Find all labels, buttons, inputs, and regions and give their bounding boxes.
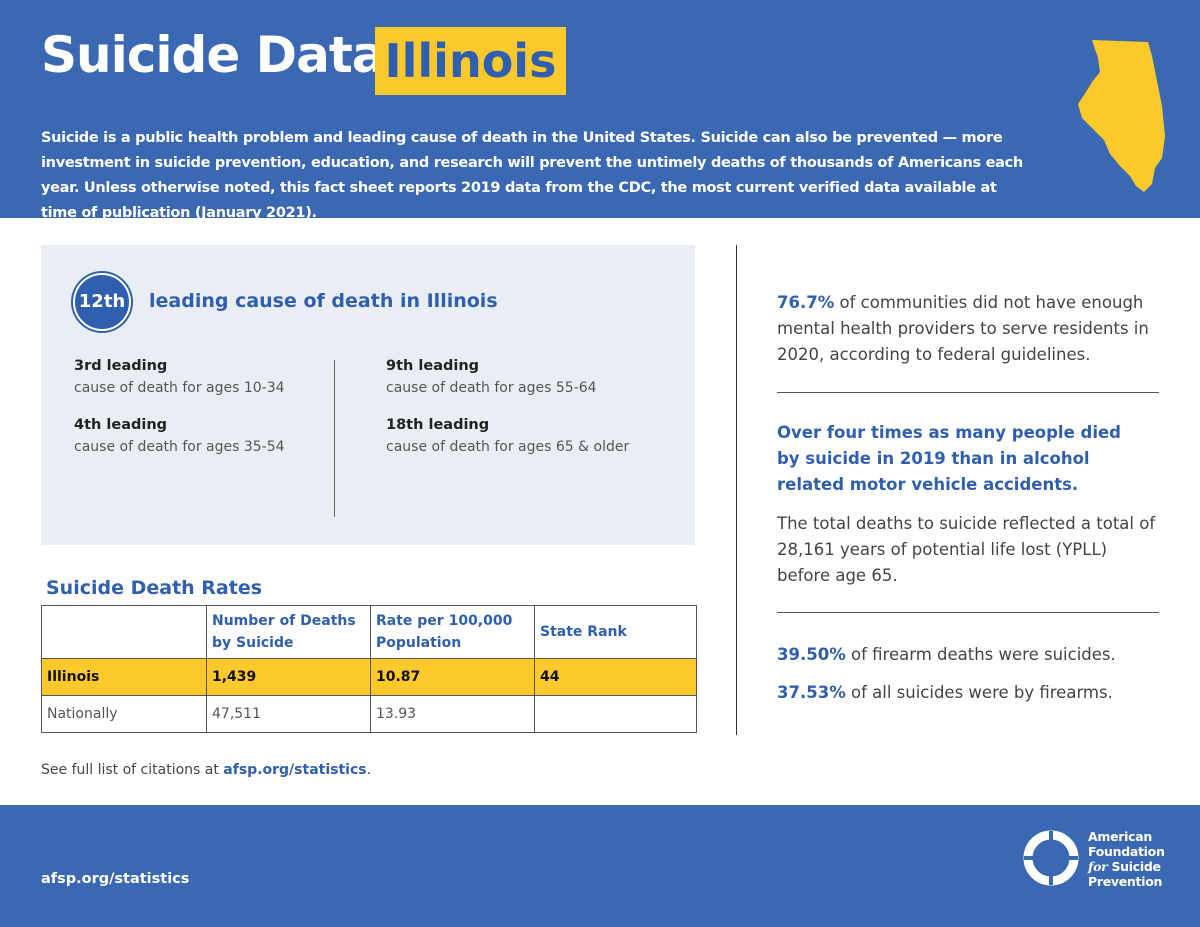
rank-text: cause of death for ages 35-54 (74, 439, 285, 455)
state-label: Illinois (375, 27, 566, 95)
rank-badge: 12th (73, 273, 131, 331)
rank-text: cause of death for ages 55-64 (386, 380, 597, 396)
citation-text: See full list of citations at (41, 762, 219, 778)
footer-url[interactable]: afsp.org/statistics (41, 871, 190, 887)
rank-text: cause of death for ages 10-34 (74, 380, 285, 396)
cell: Illinois (41, 658, 207, 696)
stat-text: of communities did not have enough menta… (777, 293, 1149, 364)
citation-end: . (366, 762, 372, 778)
table-title: Suicide Death Rates (46, 577, 263, 599)
rank-box (41, 245, 695, 545)
stat-headline: Over four times as many people died by s… (777, 423, 1121, 494)
stat-text: of all suicides were by firearms. (850, 683, 1113, 702)
header-cell: State Rank (534, 605, 697, 659)
rule (777, 392, 1159, 393)
cell: 47,511 (206, 695, 371, 733)
citation: See full list of citations at afsp.org/s… (41, 762, 371, 778)
rank-item: 9th leading cause of death for ages 55-64 (386, 358, 597, 396)
cell: Nationally (41, 695, 207, 733)
stat: 76.7% of communities did not have enough… (777, 290, 1161, 368)
stat-highlight: 37.53% (777, 683, 846, 702)
rank-headline: leading cause of death in Illinois (149, 290, 498, 312)
citation-link[interactable]: afsp.org/statistics (223, 762, 367, 778)
divider (736, 245, 737, 735)
row: Illinois 1,439 10.87 44 (41, 658, 697, 696)
divider (334, 360, 335, 517)
cell: 10.87 (370, 658, 535, 696)
cell (534, 695, 697, 733)
footer (0, 805, 1200, 927)
header (0, 0, 1200, 218)
cell: 13.93 (370, 695, 535, 733)
rates-table: Number of Deaths by Suicide Rate per 100… (41, 605, 697, 733)
rank-label: 4th leading (74, 417, 168, 433)
rank-item: 4th leading cause of death for ages 35-54 (74, 417, 285, 455)
row: Nationally 47,511 13.93 (41, 695, 697, 733)
org-line: Suicide (1111, 859, 1161, 874)
stat-text: of firearm deaths were suicides. (850, 645, 1116, 664)
org-name: American Foundation for Suicide Preventi… (1088, 829, 1165, 889)
logo (1023, 830, 1079, 886)
stat: 39.50% of firearm deaths were suicides. (777, 642, 1161, 668)
org-line: Prevention (1088, 874, 1163, 889)
rank-label: 18th leading (386, 417, 490, 433)
header-cell: Number of Deaths by Suicide (206, 605, 371, 659)
rank-text: cause of death for ages 65 & older (386, 439, 630, 455)
rank-label: 9th leading (386, 358, 480, 374)
rule (777, 612, 1159, 613)
header-cell (41, 605, 207, 659)
org-line: American (1088, 829, 1152, 844)
rank-item: 3rd leading cause of death for ages 10-34 (74, 358, 285, 396)
org-line: Foundation (1088, 844, 1165, 859)
stat: 37.53% of all suicides were by firearms. (777, 680, 1161, 706)
stat-highlight: 76.7% (777, 293, 835, 312)
org-line: for (1088, 859, 1108, 874)
rank-label: 3rd leading (74, 358, 168, 374)
stat-highlight: 39.50% (777, 645, 846, 664)
stat-text: The total deaths to suicide reflected a … (777, 514, 1156, 585)
header-cell: Rate per 100,000 Population (370, 605, 535, 659)
title: Suicide Data: (41, 26, 405, 84)
state-map (1078, 40, 1165, 192)
cell: 1,439 (206, 658, 371, 696)
intro: Suicide is a public health problem and l… (41, 130, 1023, 221)
rank-item: 18th leading cause of death for ages 65 &… (386, 417, 629, 455)
cell: 44 (534, 658, 697, 696)
header-row: Number of Deaths by Suicide Rate per 100… (41, 605, 697, 659)
